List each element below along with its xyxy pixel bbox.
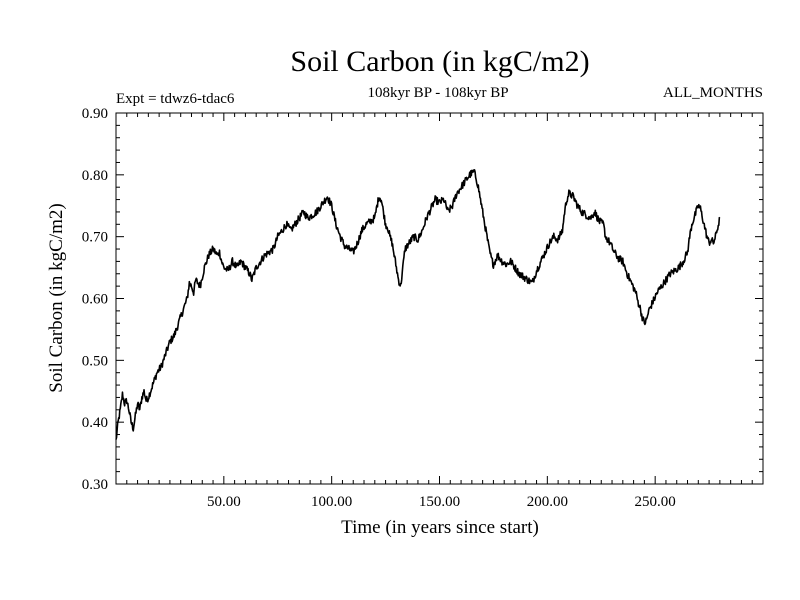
x-tick-label: 50.00	[207, 494, 241, 510]
x-axis: 50.00 100.00 150.00 200.00 250.00	[115, 113, 764, 510]
x-axis-label: Time (in years since start)	[341, 517, 539, 538]
period-label: ALL_MONTHS	[663, 85, 763, 101]
series-line-soil-carbon	[115, 169, 721, 440]
x-tick-label: 150.00	[419, 494, 460, 510]
y-tick-label: 0.30	[82, 477, 108, 493]
y-tick-label: 0.90	[82, 106, 108, 122]
x-tick-label: 200.00	[527, 494, 568, 510]
y-tick-label: 0.80	[82, 168, 108, 184]
y-axis-label: Soil Carbon (in kgC/m2)	[46, 203, 67, 392]
y-tick-label: 0.50	[82, 353, 108, 369]
y-tick-label: 0.40	[82, 415, 108, 431]
x-tick-label: 100.00	[311, 494, 352, 510]
chart-subtitle: 108kyr BP - 108kyr BP	[367, 85, 508, 101]
y-axis: 0.30 0.40 0.50 0.60 0.70 0.80 0.90	[82, 106, 763, 493]
y-tick-label: 0.60	[82, 292, 108, 308]
plot-frame	[115, 112, 764, 485]
experiment-label: Expt = tdwz6-tdac6	[116, 91, 235, 107]
chart-title: Soil Carbon (in kgC/m2)	[290, 45, 589, 78]
y-tick-label: 0.70	[82, 230, 108, 246]
x-tick-label: 250.00	[635, 494, 676, 510]
